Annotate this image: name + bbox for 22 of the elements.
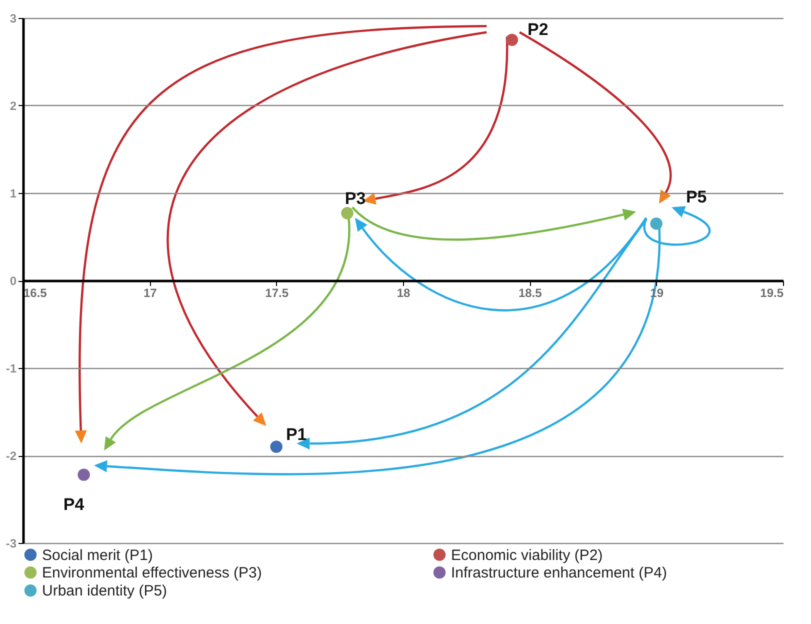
annotation: P4: [63, 494, 85, 514]
annotation: P1: [286, 424, 307, 444]
y-tick-label: 0: [10, 274, 17, 288]
x-tick-label: 17: [143, 286, 158, 300]
annotation: P5: [686, 188, 707, 207]
legend-label: Economic viability (P2): [451, 546, 603, 564]
legend-label: Infrastructure enhancement (P4): [451, 564, 667, 582]
legend-label: Urban identity (P5): [42, 582, 168, 600]
y-tick-label: 3: [10, 12, 17, 26]
x-tick-label: 17.5: [265, 286, 289, 300]
legend-label: Social merit (P1): [42, 546, 153, 564]
x-tick-label: 18: [396, 286, 410, 300]
y-tick-label: -1: [6, 362, 17, 376]
x-tick-label: 18.5: [518, 286, 542, 300]
y-tick-label: -2: [6, 449, 17, 463]
annotation: P3: [344, 189, 366, 208]
x-tick-label: 19.5: [760, 286, 784, 300]
legend-label: Environmental effectiveness (P3): [42, 564, 262, 582]
y-tick-label: -3: [6, 536, 17, 550]
annotation: P2: [528, 20, 548, 39]
y-tick-label: 1: [10, 186, 17, 200]
y-tick-label: 2: [10, 99, 17, 113]
